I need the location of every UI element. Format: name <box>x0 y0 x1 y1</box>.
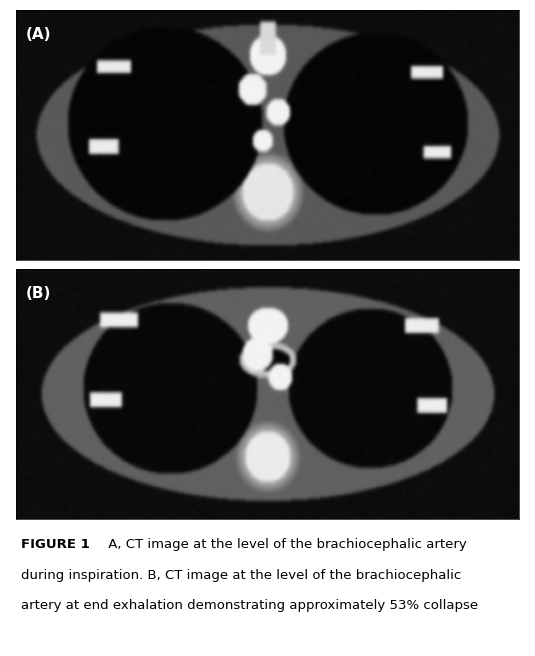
Text: A, CT image at the level of the brachiocephalic artery: A, CT image at the level of the brachioc… <box>104 539 467 551</box>
Text: (B): (B) <box>26 286 51 301</box>
Text: artery at end exhalation demonstrating approximately 53% collapse: artery at end exhalation demonstrating a… <box>21 600 478 612</box>
Text: during inspiration. B, CT image at the level of the brachiocephalic: during inspiration. B, CT image at the l… <box>21 569 461 582</box>
Text: FIGURE 1: FIGURE 1 <box>21 539 90 551</box>
Text: (A): (A) <box>26 28 51 43</box>
